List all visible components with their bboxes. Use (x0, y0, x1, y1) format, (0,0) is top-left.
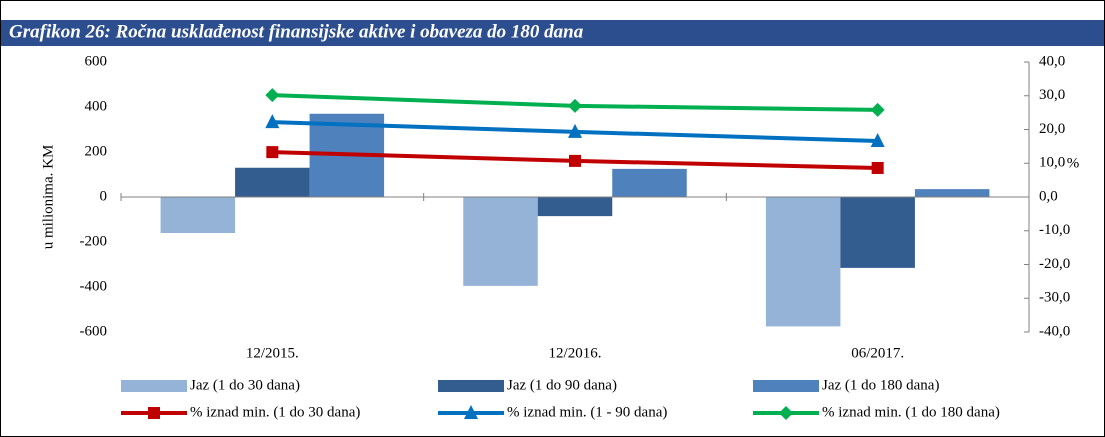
bar (235, 167, 310, 197)
legend-label: % iznad min. (1 do 180 dana) (822, 404, 1000, 420)
chart-title: Grafikon 26: Ročna usklađenost finansijs… (9, 21, 584, 42)
legend-swatch (753, 380, 819, 392)
legend-label: % iznad min. (1 do 30 dana) (190, 404, 360, 420)
y2-tick-label: 30,0 (1039, 87, 1065, 103)
y2-tick-label: -20,0 (1039, 256, 1070, 272)
legend-swatch (121, 380, 187, 392)
title-bar (1, 20, 1104, 46)
line-marker (870, 132, 885, 147)
legend-label: % iznad min. (1 - 90 dana) (507, 404, 667, 420)
bar (463, 197, 538, 286)
line-marker (265, 114, 280, 129)
y2-tick-label: 20,0 (1039, 121, 1065, 137)
y-tick-label: 0 (100, 188, 108, 204)
x-tick-label: 12/2016. (549, 345, 602, 361)
legend-marker (148, 407, 160, 419)
y-tick-label: -200 (80, 233, 108, 249)
line-marker (568, 123, 582, 138)
line-marker (569, 154, 581, 167)
legend-label: Jaz (1 do 90 dana) (507, 377, 617, 393)
y-tick-label: -600 (80, 323, 108, 339)
line-marker (265, 88, 280, 103)
legend-label: Jaz (1 do 30 dana) (190, 377, 300, 393)
legend-marker (464, 405, 478, 419)
bar (914, 189, 990, 197)
x-tick-label: 12/2015. (246, 345, 299, 361)
bar (840, 197, 915, 268)
y2-tick-label: -40,0 (1039, 323, 1070, 339)
y2-tick-label: 0,0 (1039, 188, 1058, 204)
line-marker (870, 102, 885, 117)
y2-tick-label: -30,0 (1039, 290, 1070, 306)
y-tick-label: 400 (85, 98, 108, 114)
bar (537, 197, 613, 217)
line-marker (871, 161, 884, 174)
bar (765, 197, 841, 327)
line-marker (568, 98, 582, 113)
x-tick-label: 06/2017. (851, 345, 904, 361)
bar (612, 168, 687, 197)
y2-tick-label: 40,0 (1039, 53, 1065, 69)
y-axis-label: u milionima. KM (40, 145, 56, 250)
y2-tick-label: -10,0 (1039, 222, 1070, 238)
y-tick-label: -400 (80, 278, 108, 294)
legend-swatch (438, 380, 504, 392)
y-tick-label: 600 (85, 53, 108, 69)
y-tick-label: 200 (85, 143, 108, 159)
y2-tick-label: 10,0 (1039, 155, 1065, 171)
legend-marker (779, 406, 793, 420)
bar (160, 197, 236, 233)
y2-axis-label: % (1067, 155, 1080, 171)
line-marker (266, 146, 279, 159)
legend-label: Jaz (1 do 180 dana) (822, 377, 939, 393)
